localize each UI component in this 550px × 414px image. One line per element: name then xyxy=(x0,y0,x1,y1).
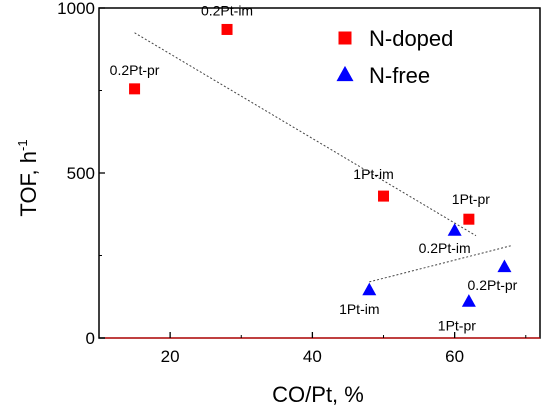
trend-line xyxy=(369,245,512,283)
n-doped-marker xyxy=(463,213,475,225)
trend-lines xyxy=(134,32,512,283)
y-axis-title: TOF, h-1 xyxy=(15,139,41,216)
n-free-marker xyxy=(362,282,377,296)
point-label: 1Pt-im xyxy=(339,301,379,317)
legend-triangle-icon xyxy=(336,65,354,82)
y-axis-title-main: TOF, h xyxy=(16,151,41,217)
data-markers xyxy=(129,23,512,307)
n-free-marker xyxy=(447,223,462,236)
y-tick-label: 1000 xyxy=(57,0,95,18)
legend: N-doped N-free xyxy=(336,26,453,88)
axis-ticks: 20 40 60 0 500 1000 xyxy=(57,0,527,366)
n-doped-marker xyxy=(129,83,141,95)
y-axis-title-unit-superscript: -1 xyxy=(15,139,30,151)
legend-square-icon xyxy=(338,31,352,45)
point-labels: 0.2Pt-pr 0.2Pt-im 1Pt-im 1Pt-pr 1Pt-im 0.2Pt-… xyxy=(110,2,518,333)
point-label: 0.2Pt-pr xyxy=(468,277,518,293)
legend-label: N-free xyxy=(369,63,430,88)
n-doped-marker xyxy=(221,23,233,35)
y-tick-label: 500 xyxy=(67,164,95,183)
n-doped-marker xyxy=(378,190,390,202)
n-free-marker xyxy=(461,294,476,307)
legend-label: N-doped xyxy=(369,26,453,51)
point-label: 0.2Pt-im xyxy=(201,2,253,18)
x-tick-label: 20 xyxy=(161,347,180,366)
point-label: 0.2Pt-im xyxy=(419,240,471,256)
point-label: 1Pt-pr xyxy=(452,191,490,207)
point-label: 1Pt-im xyxy=(353,166,393,182)
x-tick-label: 60 xyxy=(445,347,464,366)
point-label: 0.2Pt-pr xyxy=(110,62,160,78)
x-axis-title: CO/Pt, % xyxy=(272,382,364,407)
n-free-marker xyxy=(497,259,512,273)
x-tick-label: 40 xyxy=(303,347,322,366)
point-label: 1Pt-pr xyxy=(438,318,476,334)
y-tick-label: 0 xyxy=(86,329,95,348)
